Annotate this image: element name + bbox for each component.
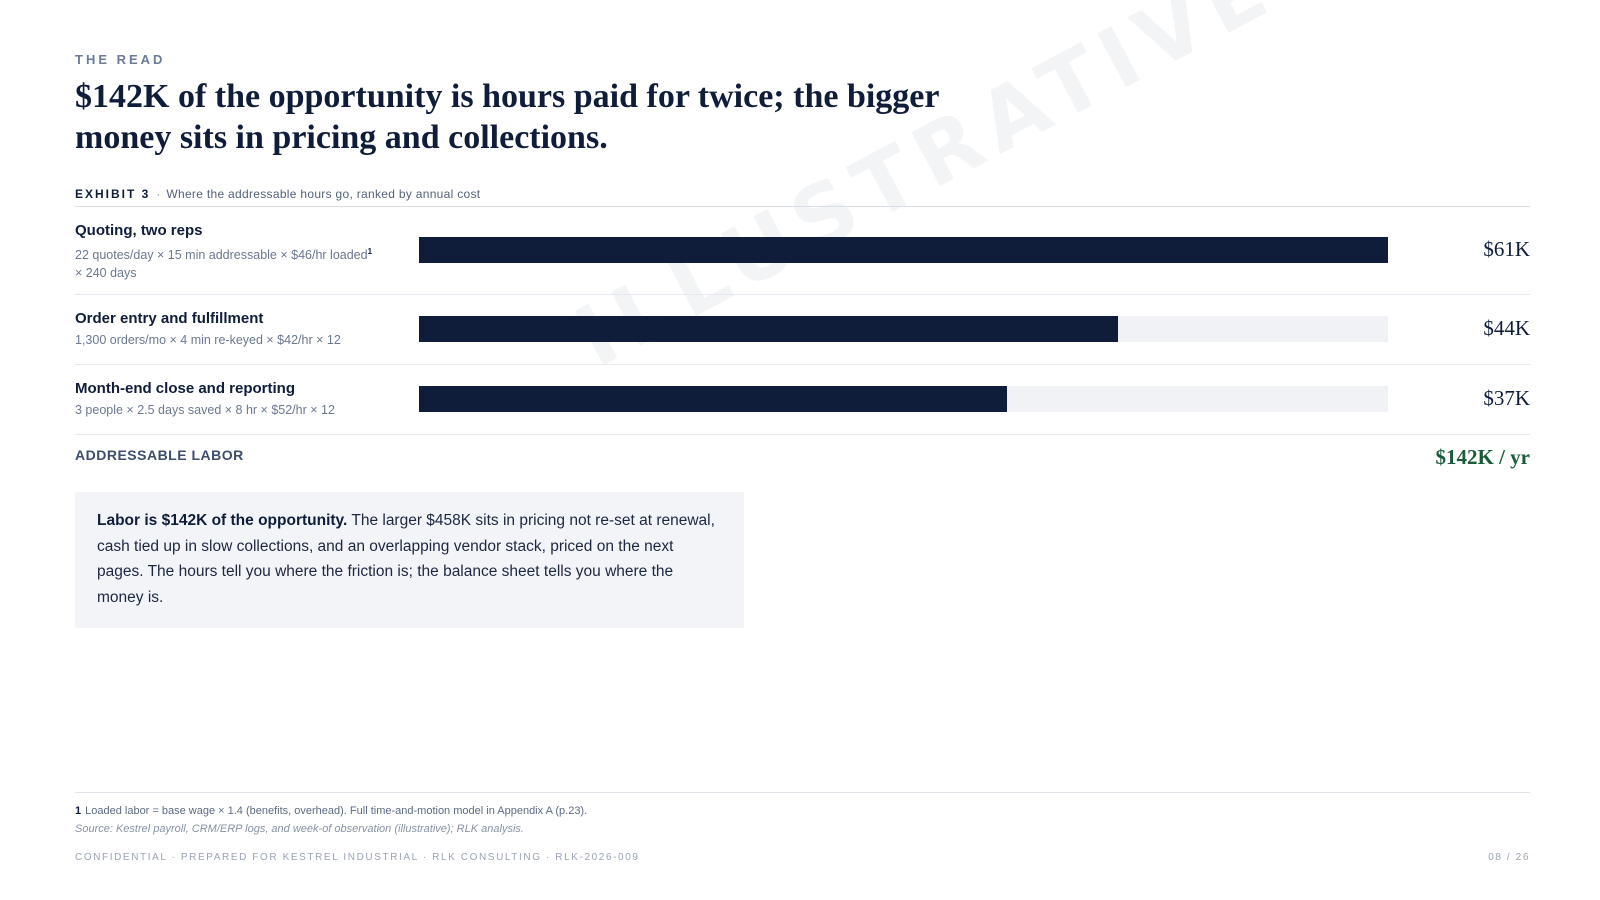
- bar-value-label: $44K: [1483, 316, 1530, 340]
- bar-subtitle: 1,300 orders/mo × 4 min re-keyed × $42/h…: [75, 333, 341, 347]
- bar-subtitle-text: 22 quotes/day × 15 min addressable × $46…: [75, 248, 368, 263]
- row-divider: [75, 434, 1530, 435]
- eyebrow: THE READ: [75, 52, 166, 67]
- bar-quoting: [419, 237, 1388, 263]
- bar-row-label-quoting: Quoting, two reps 22 quotes/day × 15 min…: [75, 222, 405, 282]
- bar-category-label: Order entry and fulfillment: [75, 310, 264, 327]
- exhibit-separator: ·: [156, 187, 161, 201]
- slide: THE READ $142K of the opportunity is hou…: [75, 0, 1530, 900]
- callout-body: The larger $458K sits in pricing not re-…: [97, 512, 715, 606]
- bar-track: [419, 386, 1388, 412]
- footnote-text: Loaded labor = base wage × 1.4 (benefits…: [85, 805, 588, 817]
- confidential-notice: CONFIDENTIAL · PREPARED FOR KESTREL INDU…: [75, 852, 640, 863]
- bar-subtitle: 3 people × 2.5 days saved × 8 hr × $52/h…: [75, 403, 335, 417]
- exhibit-label: EXHIBIT 3: [75, 187, 151, 201]
- source-note: Source: Kestrel payroll, CRM/ERP logs, a…: [75, 823, 524, 835]
- bar-category-label: Month-end close and reporting: [75, 380, 295, 397]
- bar-track: [419, 237, 1388, 263]
- page-title: $142K of the opportunity is hours paid f…: [75, 78, 939, 156]
- footer-divider: [75, 792, 1530, 793]
- bar-value-label: $37K: [1483, 386, 1530, 410]
- bar-order-entry: [419, 316, 1118, 342]
- exhibit-caption: Where the addressable hours go, ranked b…: [166, 187, 481, 201]
- bar-category-label: Quoting, two reps: [75, 222, 203, 239]
- bar-row-label-month-end: Month-end close and reporting 3 people ×…: [75, 380, 405, 419]
- bar-row-label-order-entry: Order entry and fulfillment 1,300 orders…: [75, 310, 405, 349]
- callout-lead: Labor is $142K of the opportunity.: [97, 512, 348, 529]
- row-divider: [75, 294, 1530, 295]
- bar-subtitle-continuation: × 240 days: [75, 266, 137, 281]
- bar-subtitle: 22 quotes/day × 15 min addressable × $46…: [75, 243, 405, 282]
- footnote-marker: 1: [367, 247, 373, 256]
- bar-value-label: $61K: [1483, 237, 1530, 261]
- footnote: 1 Loaded labor = base wage × 1.4 (benefit…: [75, 805, 587, 817]
- exhibit-header: EXHIBIT 3 · Where the addressable hours go…: [75, 187, 1530, 207]
- bar-month-end: [419, 386, 1007, 412]
- bar-track: [419, 316, 1388, 342]
- callout-box: Labor is $142K of the opportunity. The l…: [75, 492, 744, 628]
- footnote-number: 1: [75, 805, 82, 817]
- page-number: 08 / 26: [1488, 852, 1530, 863]
- total-label: ADDRESSABLE LABOR: [75, 447, 244, 463]
- total-value: $142K / yr: [1435, 445, 1531, 469]
- row-divider: [75, 364, 1530, 365]
